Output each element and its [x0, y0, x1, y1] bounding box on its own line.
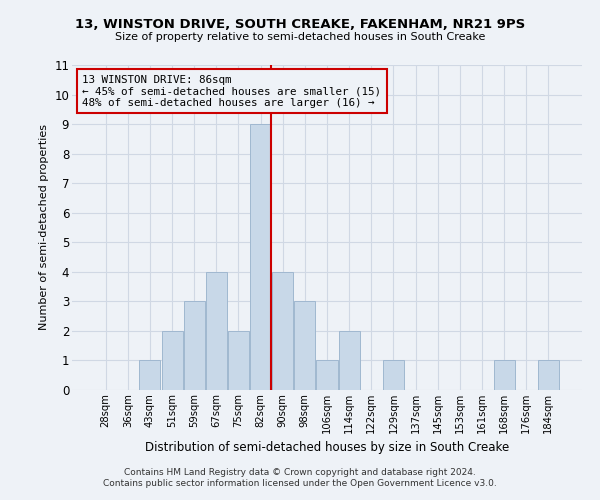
Text: 13, WINSTON DRIVE, SOUTH CREAKE, FAKENHAM, NR21 9PS: 13, WINSTON DRIVE, SOUTH CREAKE, FAKENHA… — [75, 18, 525, 30]
Text: Size of property relative to semi-detached houses in South Creake: Size of property relative to semi-detach… — [115, 32, 485, 42]
Text: Contains HM Land Registry data © Crown copyright and database right 2024.
Contai: Contains HM Land Registry data © Crown c… — [103, 468, 497, 487]
Bar — [272, 272, 293, 390]
X-axis label: Distribution of semi-detached houses by size in South Creake: Distribution of semi-detached houses by … — [145, 442, 509, 454]
Bar — [338, 331, 359, 390]
Bar — [228, 331, 249, 390]
Bar — [206, 272, 227, 390]
Bar — [161, 331, 182, 390]
Bar — [184, 302, 205, 390]
Text: 13 WINSTON DRIVE: 86sqm
← 45% of semi-detached houses are smaller (15)
48% of se: 13 WINSTON DRIVE: 86sqm ← 45% of semi-de… — [82, 74, 381, 108]
Bar — [494, 360, 515, 390]
Bar — [383, 360, 404, 390]
Y-axis label: Number of semi-detached properties: Number of semi-detached properties — [38, 124, 49, 330]
Bar — [538, 360, 559, 390]
Bar — [250, 124, 271, 390]
Bar — [139, 360, 160, 390]
Bar — [295, 302, 316, 390]
Bar — [316, 360, 338, 390]
